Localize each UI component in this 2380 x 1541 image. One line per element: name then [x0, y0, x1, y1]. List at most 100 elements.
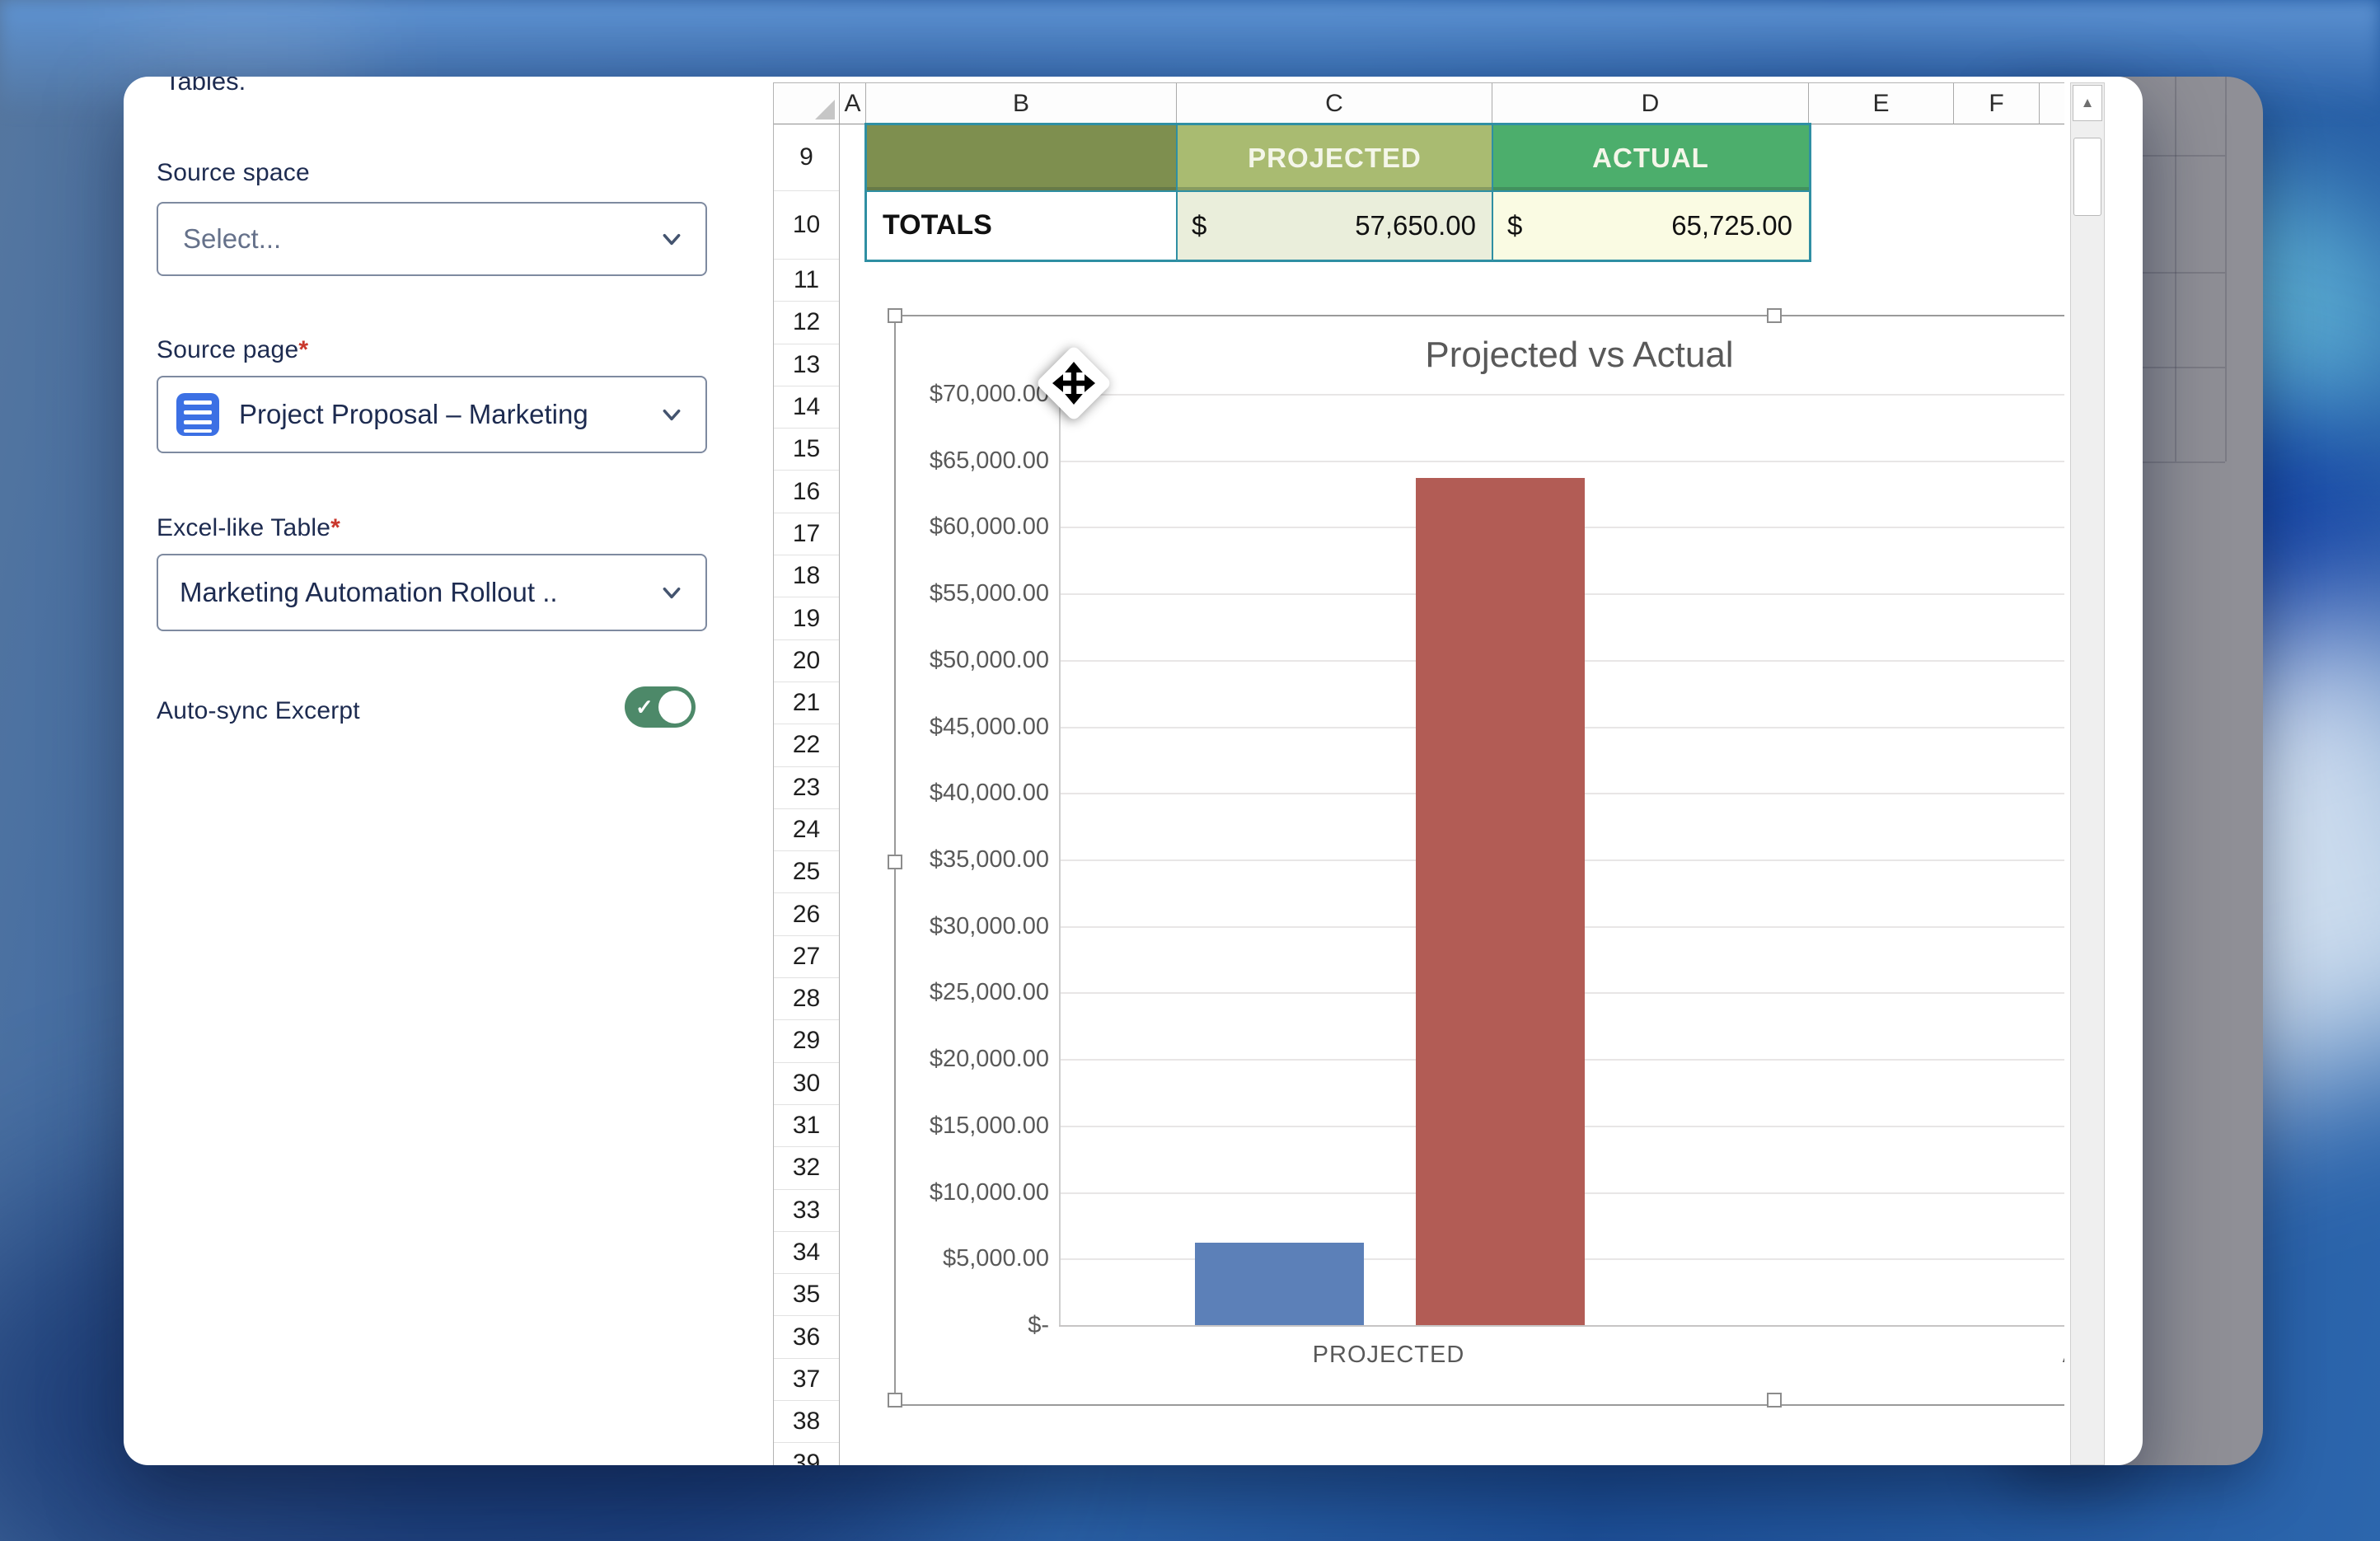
- row-number[interactable]: 11: [774, 260, 839, 302]
- row-number[interactable]: 27: [774, 936, 839, 979]
- chevron-down-icon: [663, 587, 681, 599]
- select-all-triangle-icon: [815, 100, 835, 119]
- row-number[interactable]: 25: [774, 851, 839, 894]
- source-space-label: Source space: [157, 159, 310, 186]
- row-number[interactable]: 24: [774, 809, 839, 852]
- excel-table-select[interactable]: Marketing Automation Rollout ...: [157, 554, 707, 631]
- row-number[interactable]: 14: [774, 386, 839, 429]
- col-header-clipped[interactable]: [2040, 83, 2064, 124]
- excel-table-label: Excel-like Table*: [157, 514, 340, 541]
- clipped-description-text: Tables.: [165, 77, 246, 96]
- col-header-f[interactable]: F: [1954, 83, 2040, 124]
- source-page-select[interactable]: Project Proposal – Marketing: [157, 376, 707, 453]
- y-axis-label: $60,000.00: [929, 513, 1049, 541]
- row-number[interactable]: 10: [774, 191, 839, 260]
- row-number[interactable]: 18: [774, 555, 839, 598]
- row-number[interactable]: 23: [774, 767, 839, 809]
- chart-gridline: [1059, 460, 2064, 462]
- row-number[interactable]: 37: [774, 1359, 839, 1402]
- x-label-projected: PROJECTED: [1312, 1342, 1465, 1368]
- row-number[interactable]: 15: [774, 429, 839, 471]
- y-axis-label: $45,000.00: [929, 713, 1049, 740]
- col-header-a[interactable]: A: [840, 83, 866, 124]
- row-number[interactable]: 22: [774, 724, 839, 767]
- table-divider: [864, 190, 1811, 192]
- cell-c10-projected-total[interactable]: $ 57,650.00: [1177, 191, 1492, 260]
- dimmed-row-divider: [2143, 155, 2225, 157]
- embedded-bar-chart[interactable]: Projected vs Actual $70,000.00 $65,000.00…: [888, 308, 2064, 1408]
- row-number[interactable]: 12: [774, 302, 839, 344]
- resize-handle-bottom-left[interactable]: [888, 1393, 902, 1408]
- y-axis-label: $35,000.00: [929, 845, 1049, 873]
- row-number[interactable]: 17: [774, 513, 839, 556]
- source-space-select[interactable]: Select...: [157, 202, 707, 276]
- col-header-d[interactable]: D: [1492, 83, 1809, 124]
- row-number[interactable]: 34: [774, 1232, 839, 1275]
- row-number[interactable]: 33: [774, 1190, 839, 1232]
- bar-series-red: [1416, 477, 1585, 1325]
- y-axis-label: $25,000.00: [929, 979, 1049, 1006]
- row-number[interactable]: 9: [774, 124, 839, 191]
- row-gutter: 9 10 11 12 13 14 15 16 17 18 19 20 21 22 23 24 25 26 27 28 2…: [774, 124, 840, 1465]
- source-page-label: Source page*: [157, 336, 309, 363]
- spreadsheet-preview[interactable]: A B C D E F 9 10 11 12 13 14 15 16 17 18 19 20 21 22 2…: [773, 82, 2064, 1465]
- row-number[interactable]: 32: [774, 1147, 839, 1190]
- table-divider: [1492, 123, 1493, 262]
- resize-handle-top-left[interactable]: [888, 308, 902, 323]
- dimmed-row-divider: [2143, 461, 2225, 463]
- row-number[interactable]: 29: [774, 1020, 839, 1063]
- row-number[interactable]: 21: [774, 682, 839, 725]
- row-number[interactable]: 20: [774, 640, 839, 682]
- x-label-actual: ACTUAL: [2063, 1342, 2064, 1369]
- row-number[interactable]: 31: [774, 1105, 839, 1148]
- cell-b10-totals[interactable]: TOTALS: [866, 191, 1177, 260]
- row-number[interactable]: 26: [774, 893, 839, 936]
- cell-c9-projected-header[interactable]: PROJECTED: [1177, 124, 1492, 191]
- row-number[interactable]: 30: [774, 1063, 839, 1105]
- resize-handle-bottom-middle[interactable]: [1767, 1393, 1782, 1408]
- currency-symbol: $: [1192, 209, 1207, 241]
- auto-sync-toggle[interactable]: ✓: [625, 686, 696, 728]
- row-number[interactable]: 13: [774, 344, 839, 386]
- scroll-up-button[interactable]: ▲: [2073, 85, 2102, 121]
- scrollbar-thumb[interactable]: [2073, 138, 2101, 216]
- cell-d10-actual-total[interactable]: $ 65,725.00: [1492, 191, 1809, 260]
- excerpt-config-modal: Tables. Source space Select... Source pa…: [124, 77, 2143, 1465]
- currency-symbol: $: [1507, 209, 1523, 241]
- row-number[interactable]: 16: [774, 471, 839, 513]
- select-all-corner[interactable]: [774, 83, 840, 124]
- y-axis-label: $50,000.00: [929, 646, 1049, 673]
- dimmed-row-divider: [2175, 77, 2176, 461]
- chart-gridline: [1059, 394, 2064, 396]
- dimmed-row-divider: [2143, 367, 2225, 368]
- y-axis-label: $30,000.00: [929, 912, 1049, 939]
- auto-sync-label: Auto-sync Excerpt: [157, 697, 360, 724]
- required-asterisk: *: [298, 336, 309, 363]
- projected-total-value: 57,650.00: [1355, 209, 1476, 241]
- col-header-c[interactable]: C: [1177, 83, 1492, 124]
- chevron-down-icon: [663, 409, 681, 421]
- row-number[interactable]: 38: [774, 1401, 839, 1444]
- y-axis-line: [1059, 394, 1061, 1325]
- row-number[interactable]: 39: [774, 1443, 839, 1465]
- required-asterisk: *: [330, 514, 340, 541]
- dimmed-row-divider: [2143, 272, 2225, 274]
- row-number[interactable]: 19: [774, 597, 839, 640]
- col-header-e[interactable]: E: [1809, 83, 1954, 124]
- row-number[interactable]: 36: [774, 1316, 839, 1359]
- resize-handle-middle-left[interactable]: [888, 855, 902, 869]
- cell-b9[interactable]: [866, 124, 1177, 191]
- source-space-placeholder: Select...: [183, 223, 282, 254]
- row-number[interactable]: 35: [774, 1274, 839, 1317]
- y-axis-label: $20,000.00: [929, 1046, 1049, 1073]
- y-axis-label: $5,000.00: [942, 1245, 1049, 1272]
- dimmed-row-divider: [2225, 77, 2227, 461]
- y-axis-label: $15,000.00: [929, 1112, 1049, 1139]
- excel-table-value: Marketing Automation Rollout ...: [180, 577, 557, 607]
- row-number[interactable]: 28: [774, 978, 839, 1021]
- cell-d9-actual-header[interactable]: ACTUAL: [1492, 124, 1809, 191]
- sheet-vertical-scrollbar[interactable]: ▲: [2070, 82, 2105, 1465]
- col-header-b[interactable]: B: [866, 83, 1177, 124]
- bar-series-blue: [1195, 1242, 1364, 1325]
- resize-handle-top-middle[interactable]: [1767, 308, 1782, 323]
